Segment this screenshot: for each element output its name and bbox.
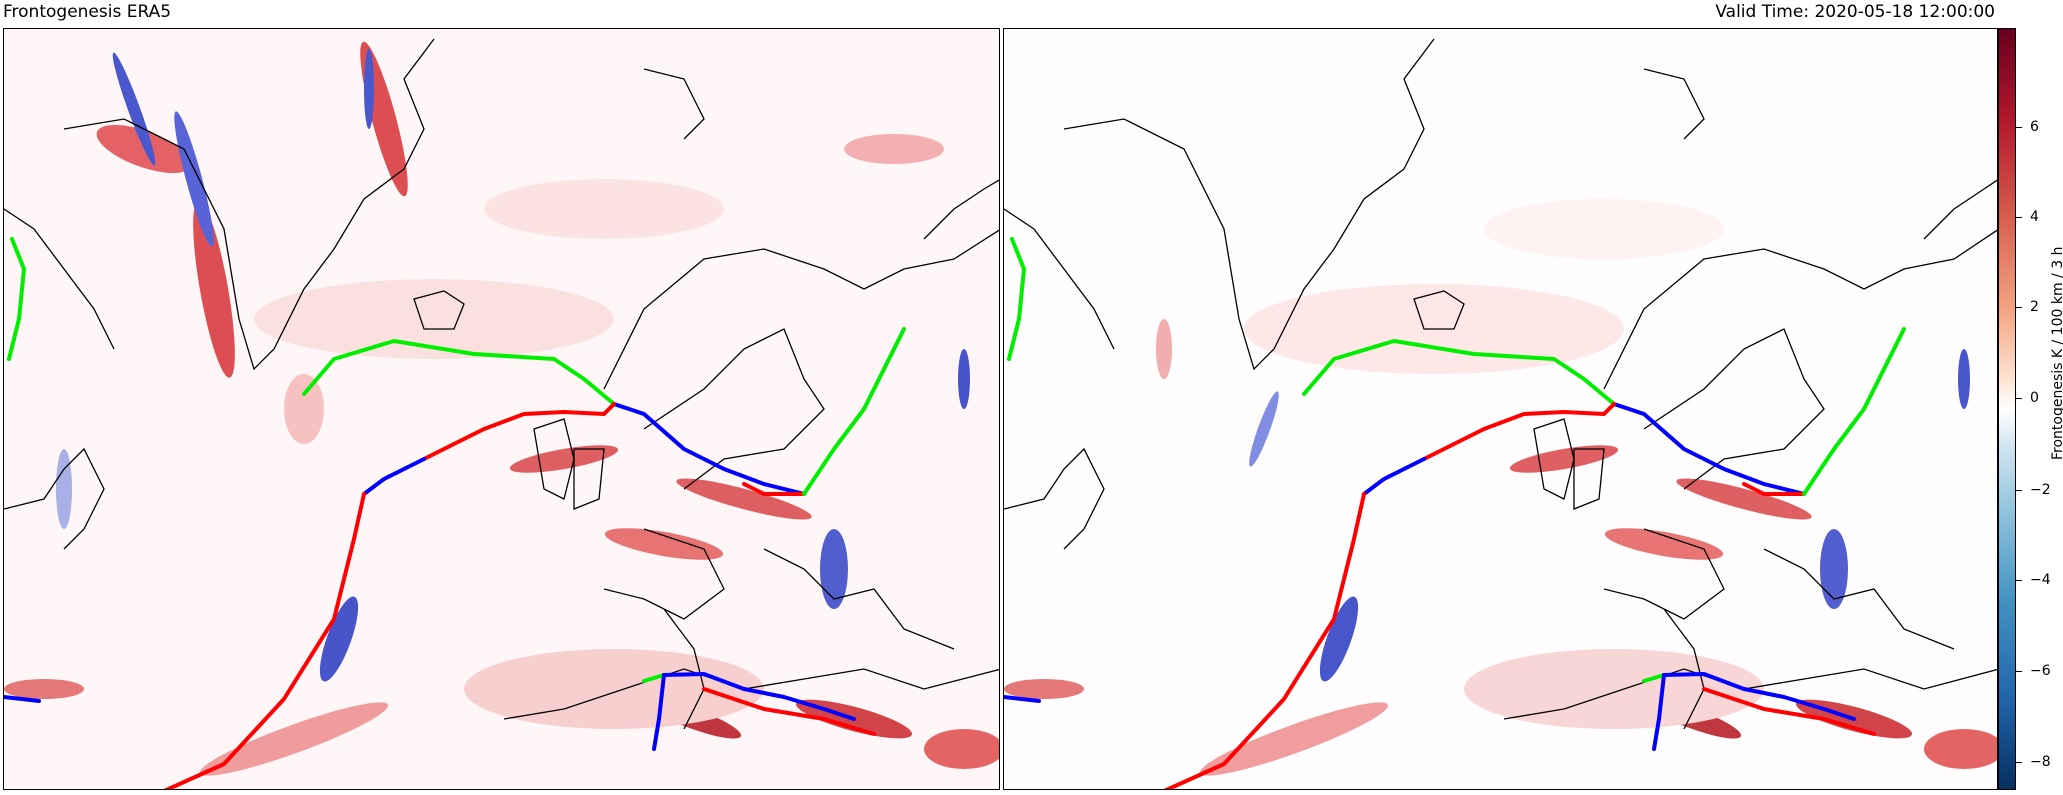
coastlines [1004, 38, 1997, 730]
colorbar-tick-label: −4 [2030, 572, 2051, 588]
occluded-front-east [802, 327, 906, 496]
warm-front-uk [422, 402, 616, 461]
map-panel-right [1003, 28, 1998, 790]
fronts [1004, 237, 1906, 789]
warm-front-atlantic [163, 492, 366, 789]
valid-time-label: Valid Time: 2020-05-18 12:00:00 [1715, 2, 1995, 22]
map-right-svg [1004, 38, 1997, 789]
colorbar [1998, 28, 2016, 790]
colorbar-tick [2016, 490, 2022, 491]
colorbar-tick-label: 0 [2030, 390, 2039, 406]
warm-front-med [702, 687, 876, 736]
occluded-front-med [642, 673, 666, 683]
fronts [4, 237, 906, 789]
cold-front-atlantic [362, 457, 426, 496]
occluded-front-north [302, 339, 616, 406]
map-panel-left [3, 28, 1000, 790]
colorbar-title: Frontogenesis K / 100 km / 3 h [2050, 247, 2063, 460]
colorbar-tick-label: −6 [2030, 663, 2051, 679]
colorbar-tick-label: 6 [2030, 119, 2039, 135]
map-left-svg [4, 38, 999, 789]
warm-front-south [742, 482, 806, 496]
colorbar-tick [2016, 762, 2022, 763]
frontogenesis-field [4, 41, 999, 776]
frontogenesis-field [1004, 199, 1997, 776]
figure-title: Frontogenesis ERA5 [3, 2, 172, 22]
colorbar-tick [2016, 217, 2022, 218]
colorbar-tick-label: −2 [2030, 482, 2051, 498]
cold-front-west [4, 695, 41, 703]
occluded-front-west [7, 237, 26, 361]
coastlines [4, 38, 999, 730]
colorbar-tick [2016, 127, 2022, 128]
colorbar-tick [2016, 580, 2022, 581]
colorbar-tick-label: 4 [2030, 209, 2039, 225]
cold-front-med [662, 672, 856, 721]
colorbar-tick [2016, 398, 2022, 399]
colorbar-tick [2016, 671, 2022, 672]
colorbar-tick [2016, 307, 2022, 308]
cold-front-north [612, 402, 806, 496]
colorbar-tick-label: −8 [2030, 754, 2051, 770]
cold-front-italy [652, 673, 666, 751]
colorbar-tick-label: 2 [2030, 299, 2039, 315]
